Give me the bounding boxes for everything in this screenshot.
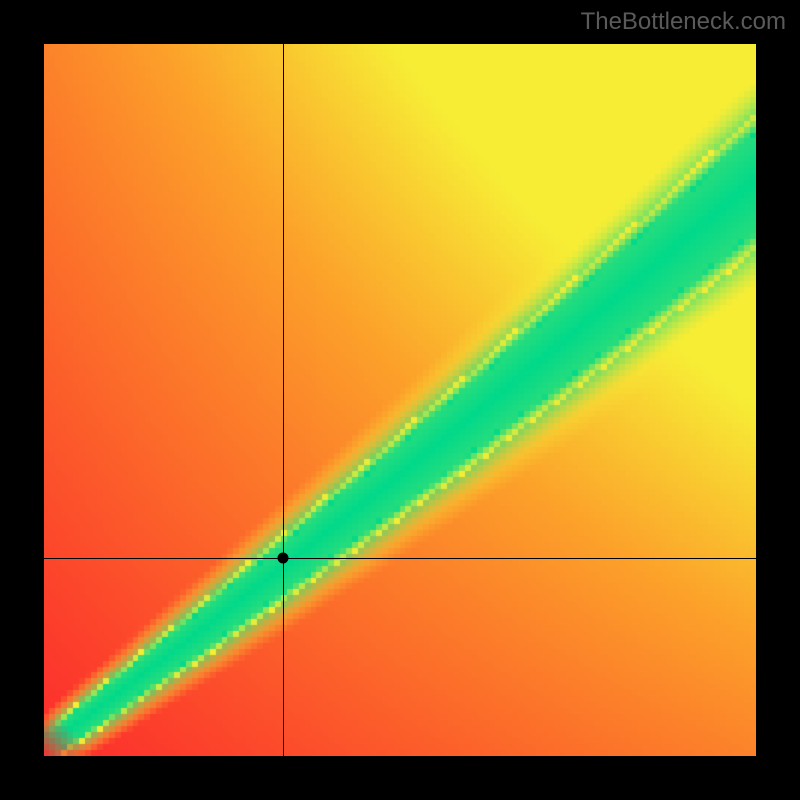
watermark-text: TheBottleneck.com — [581, 8, 786, 36]
heatmap-chart — [44, 44, 756, 756]
heatmap-canvas — [44, 44, 756, 756]
crosshair-horizontal — [44, 558, 756, 559]
crosshair-vertical — [283, 44, 284, 756]
crosshair-marker — [277, 553, 288, 564]
